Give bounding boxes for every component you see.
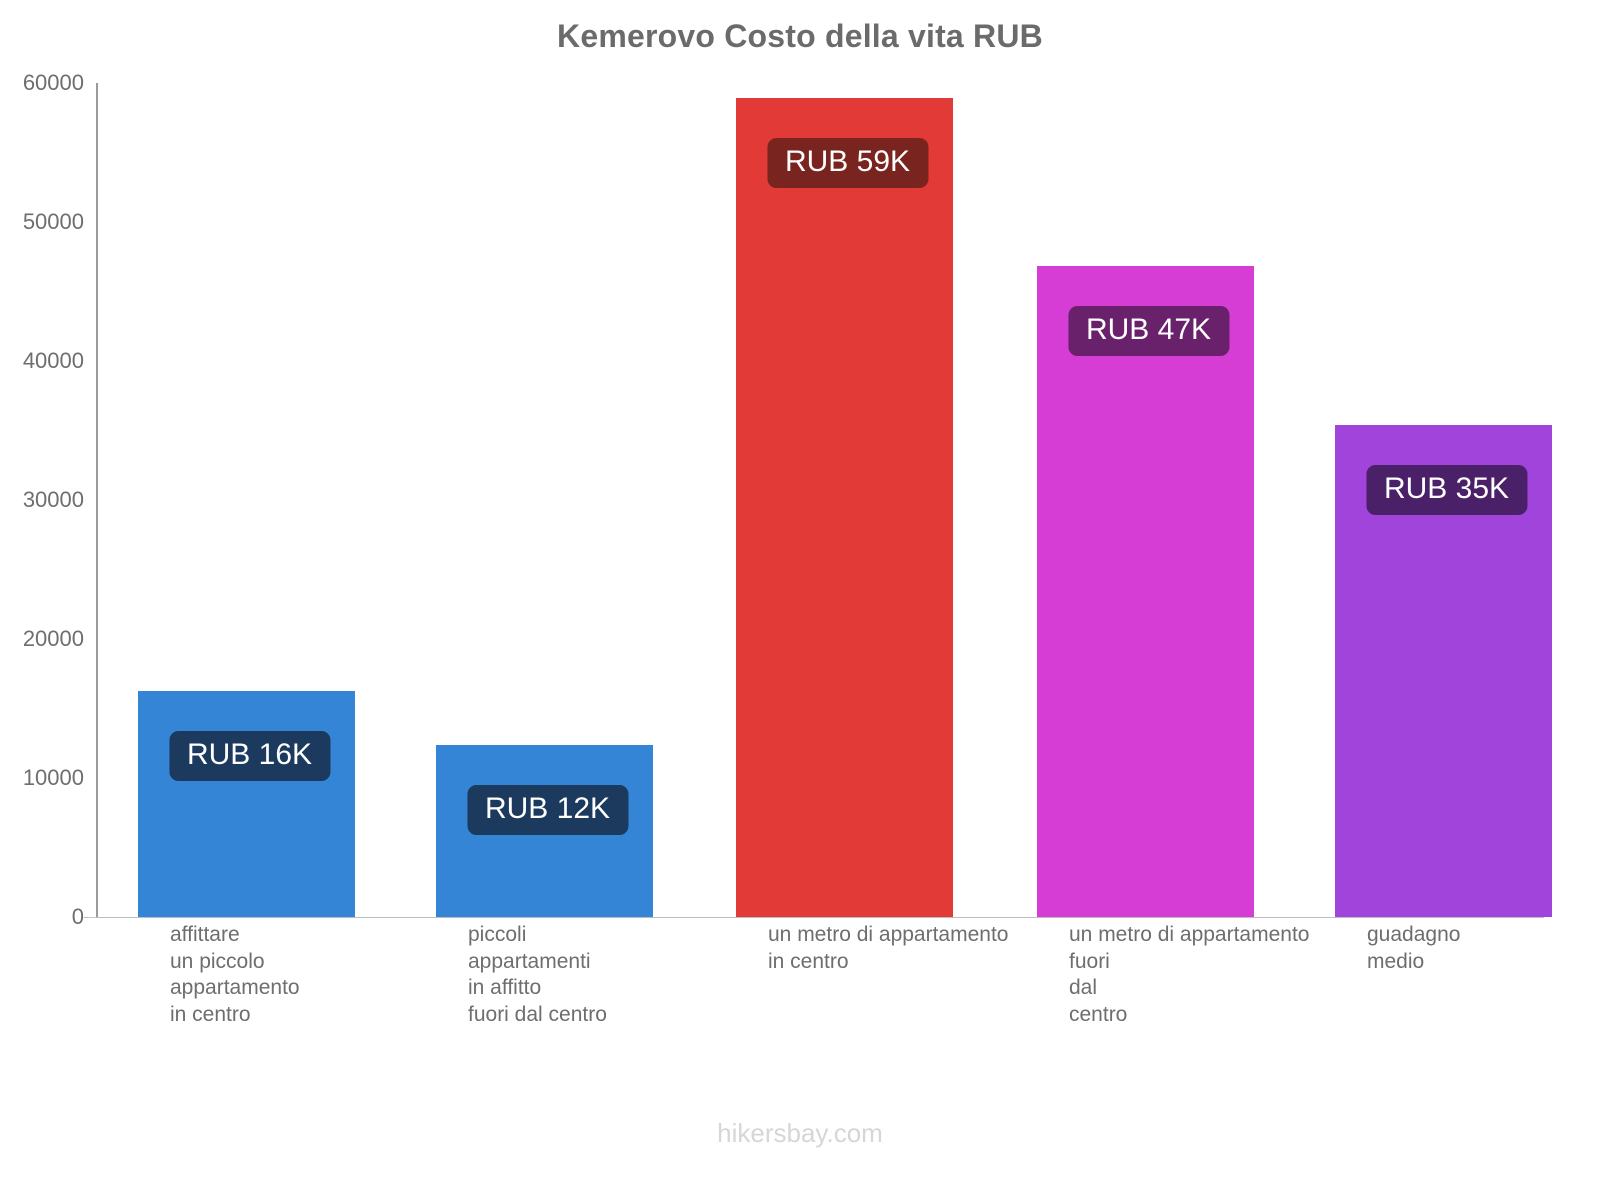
bar-value-label: RUB 59K [766, 138, 929, 188]
x-axis-category-label: piccoli appartamenti in affitto fuori da… [468, 923, 607, 1026]
y-axis-tick-label: 0 [71, 904, 84, 929]
x-axis-category-label: affittare un piccolo appartamento in cen… [170, 923, 300, 1026]
x-axis-category-label: guadagno medio [1367, 923, 1461, 973]
y-axis-line [96, 83, 98, 917]
y-axis-tick-label: 30000 [22, 487, 84, 512]
x-axis-category-label: un metro di appartamento fuori dal centr… [1069, 923, 1310, 1026]
x-axis-labels: affittare un piccolo appartamento in cen… [0, 922, 1600, 1072]
chart-title: Kemerovo Costo della vita RUB [557, 18, 1043, 54]
x-axis-category-label: un metro di appartamento in centro [768, 923, 1009, 973]
footer-watermark: hikersbay.com [717, 1118, 883, 1148]
bar-value-label: RUB 35K [1365, 464, 1528, 515]
bar[interactable] [138, 691, 355, 917]
bar-value-label: RUB 16K [168, 730, 331, 781]
y-axis-tick-label: 50000 [22, 209, 84, 234]
bars-layer: RUB 16K RUB 12K RUB 59K RUB 47K RUB 35K [0, 83, 1600, 917]
x-axis-baseline [84, 917, 1544, 918]
bar[interactable] [1037, 265, 1254, 917]
bar-value-label: RUB 12K [466, 785, 629, 836]
bar[interactable] [736, 98, 953, 917]
bar-value-label: RUB 47K [1067, 305, 1230, 356]
y-axis-tick-label: 60000 [22, 70, 84, 95]
y-axis-tick-mark [88, 917, 96, 918]
y-axis-tick-label: 10000 [22, 765, 84, 790]
y-axis-tick-label: 20000 [22, 626, 84, 651]
y-axis-tick-label: 40000 [22, 348, 84, 373]
